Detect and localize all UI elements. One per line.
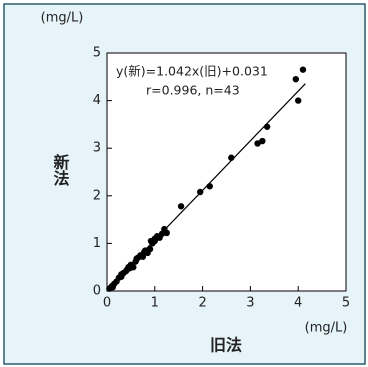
point [206, 183, 213, 190]
point [163, 229, 170, 237]
y-axis-label: 新法 [51, 153, 70, 187]
point [151, 237, 158, 245]
x-tick-label: 3 [246, 296, 254, 311]
y-tick-label: 4 [93, 93, 101, 108]
point [299, 66, 307, 73]
x-tick-label: 4 [294, 296, 302, 311]
y-tick-label: 3 [93, 141, 101, 156]
point [197, 188, 204, 196]
x-axis-label: 旧法 [210, 336, 242, 355]
point [158, 230, 166, 238]
point [146, 245, 154, 253]
y-tick-label: 2 [93, 188, 101, 203]
point [228, 154, 235, 161]
annotation: r=0.996, n=43 [146, 83, 240, 98]
x-unit: (mg/L) [305, 321, 348, 336]
y-tick-label: 0 [93, 284, 101, 299]
y-tick-label: 5 [93, 46, 101, 61]
point [254, 140, 261, 147]
y-tick-label: 1 [93, 236, 101, 251]
x-tick-label: 0 [103, 296, 111, 311]
point [259, 137, 266, 145]
point [292, 75, 300, 83]
x-tick-label: 2 [198, 296, 206, 311]
point [295, 97, 302, 104]
y-unit: (mg/L) [41, 11, 84, 26]
point [130, 264, 137, 271]
annotation: y(新)=1.042x(旧)+0.031 [116, 64, 268, 79]
x-tick-label: 5 [342, 296, 350, 311]
x-tick-label: 1 [151, 296, 159, 311]
point [263, 123, 271, 130]
point [177, 203, 185, 210]
